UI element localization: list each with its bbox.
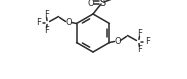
Text: F: F: [145, 37, 150, 46]
Text: O: O: [65, 18, 72, 27]
Text: F: F: [36, 18, 41, 27]
Text: O: O: [88, 0, 94, 8]
Text: O: O: [114, 37, 121, 46]
Text: F: F: [137, 45, 142, 54]
Text: F: F: [44, 10, 49, 19]
Text: Cl: Cl: [114, 0, 122, 3]
Text: S: S: [99, 0, 105, 8]
Text: F: F: [44, 26, 49, 35]
Text: F: F: [137, 29, 142, 38]
